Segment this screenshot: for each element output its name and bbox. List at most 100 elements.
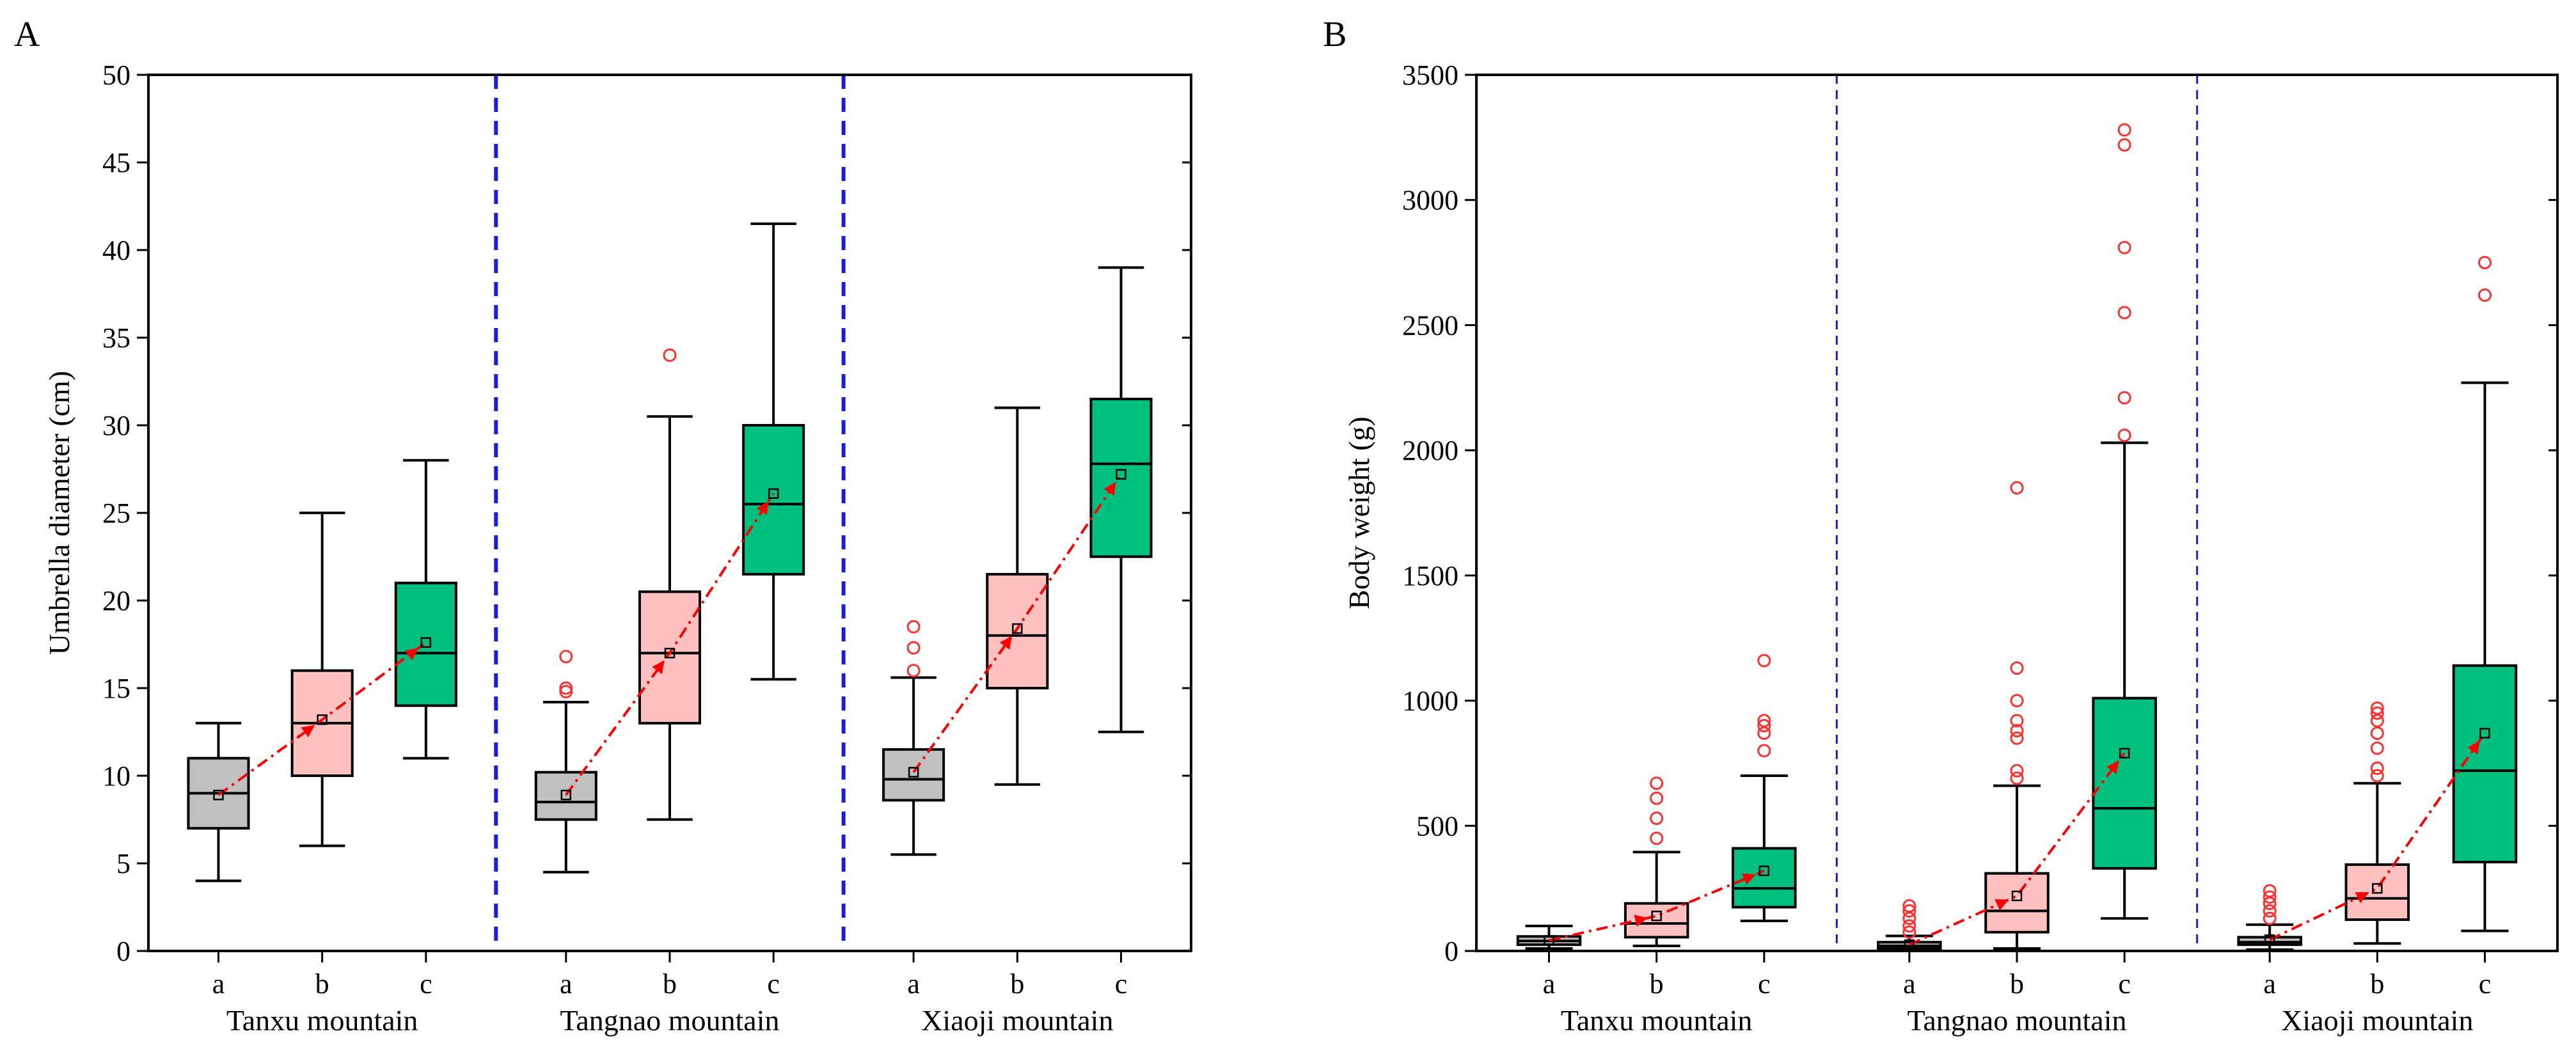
- mean-marker: [1544, 935, 1554, 946]
- mean-marker: [664, 647, 676, 659]
- y-tick-label: 0: [1444, 936, 1458, 967]
- category-label: a: [1543, 968, 1556, 1000]
- box-body: [882, 748, 945, 802]
- outlier-point: [1902, 911, 1916, 925]
- outlier-point: [559, 681, 573, 695]
- outlier-point: [2370, 714, 2384, 728]
- trend-arrowhead: [1634, 915, 1648, 927]
- y-tick-label: 0: [116, 936, 130, 967]
- y-tick-label: 3500: [1402, 59, 1458, 91]
- y-tick-label: 1000: [1402, 686, 1458, 717]
- trend-arrowhead: [301, 725, 315, 737]
- group-label: Xiaoji mountain: [2281, 1004, 2473, 1037]
- box-tangnao-b: [638, 348, 702, 821]
- outlier-point: [1757, 654, 1771, 668]
- box-tanxu-c: [1732, 654, 1797, 923]
- trend-arrowhead: [756, 501, 769, 515]
- box-body: [1089, 397, 1153, 558]
- y-tick-label: 50: [102, 59, 130, 91]
- category-label: b: [1650, 968, 1664, 1000]
- y-tick-label: 2500: [1402, 310, 1458, 341]
- box-tanxu-b: [290, 512, 354, 847]
- box-xiaoji-b: [2344, 701, 2410, 945]
- y-axis-title: Body weight (g): [1343, 416, 1375, 609]
- outlier-point: [2117, 306, 2131, 320]
- y-tick-label: 15: [102, 673, 130, 704]
- trend-arrowhead: [652, 660, 665, 675]
- mean-marker: [1012, 623, 1023, 634]
- plot-frame: [147, 74, 1192, 952]
- box-body: [986, 572, 1049, 690]
- category-label: b: [2370, 968, 2384, 1000]
- box-tanxu-a: [1516, 924, 1582, 950]
- outlier-point: [2370, 769, 2384, 783]
- mean-trend-line: [2269, 732, 2486, 941]
- outlier-point: [2263, 904, 2277, 918]
- outlier-point: [1902, 919, 1916, 933]
- outlier-point: [2263, 897, 2277, 911]
- y-tick-label: 5: [116, 848, 130, 879]
- outlier-point: [2370, 741, 2384, 755]
- y-tick-label: 25: [102, 498, 130, 529]
- category-label: b: [1010, 968, 1024, 1000]
- box-tanxu-b: [1624, 776, 1689, 948]
- outlier-point: [2010, 481, 2024, 495]
- panel-label: B: [1323, 15, 1347, 54]
- category-label: c: [2118, 968, 2131, 1000]
- mean-marker: [908, 767, 919, 778]
- box-tangnao-c: [742, 222, 805, 681]
- outlier-point: [906, 664, 921, 678]
- outlier-point: [2263, 890, 2277, 904]
- mean-marker: [2011, 890, 2023, 902]
- panel-a: A Umbrella diameter (cm) 0 5 10 15 20 25 30 35 40 4…: [14, 15, 1192, 1037]
- box-xiaoji-a: [882, 620, 945, 856]
- y-tick-label: 2000: [1402, 435, 1458, 466]
- y-tick-label: 45: [102, 147, 130, 178]
- outlier-point: [2117, 240, 2131, 255]
- trend-arrowhead: [1741, 873, 1756, 885]
- box-body: [534, 771, 597, 821]
- box-tanxu-c: [394, 459, 457, 760]
- box-xiaoji-c: [2452, 256, 2518, 932]
- box-tangnao-c: [2092, 123, 2157, 920]
- outlier-point: [2010, 771, 2024, 785]
- category-label: c: [1115, 968, 1128, 1000]
- outlier-point: [2477, 256, 2492, 270]
- category-label: c: [767, 968, 780, 1000]
- trend-arrowhead: [1103, 482, 1116, 496]
- outlier-point: [2117, 391, 2131, 405]
- panel-b: B Body weight (g) 0 500 1000 1500 2000 2500 3000…: [1323, 15, 2559, 1037]
- trend-arrowhead: [2106, 760, 2119, 774]
- outlier-point: [1650, 831, 1664, 845]
- box-tanxu-a: [187, 721, 250, 883]
- outlier-point: [2263, 911, 2277, 925]
- outlier-point: [663, 348, 677, 362]
- category-label: c: [2479, 968, 2492, 1000]
- mean-marker: [317, 714, 328, 725]
- y-tick-label: 1500: [1402, 560, 1458, 592]
- outlier-point: [2010, 764, 2024, 778]
- category-label: a: [560, 968, 573, 1000]
- outlier-point: [1650, 812, 1664, 826]
- outlier-point: [1757, 726, 1771, 740]
- category-label: a: [2263, 968, 2276, 1000]
- box-body: [2092, 696, 2157, 870]
- plot-frame: [1475, 74, 2559, 952]
- box-xiaoji-a: [2237, 884, 2302, 952]
- mean-trend-line: [912, 473, 1123, 773]
- mean-marker: [420, 637, 432, 648]
- y-tick-label: 40: [102, 235, 130, 266]
- mean-marker: [213, 789, 224, 801]
- box-tangnao-a: [534, 650, 597, 874]
- category-label: b: [315, 968, 329, 1000]
- outlier-point: [906, 641, 921, 655]
- group-label: Tanxu mountain: [1561, 1004, 1753, 1037]
- y-tick-label: 3000: [1402, 185, 1458, 216]
- outlier-point: [2117, 123, 2131, 137]
- panel-label: A: [14, 15, 40, 54]
- outlier-point: [2117, 428, 2131, 443]
- outlier-point: [2370, 761, 2384, 775]
- outlier-point: [906, 620, 921, 634]
- outlier-point: [1902, 899, 1916, 913]
